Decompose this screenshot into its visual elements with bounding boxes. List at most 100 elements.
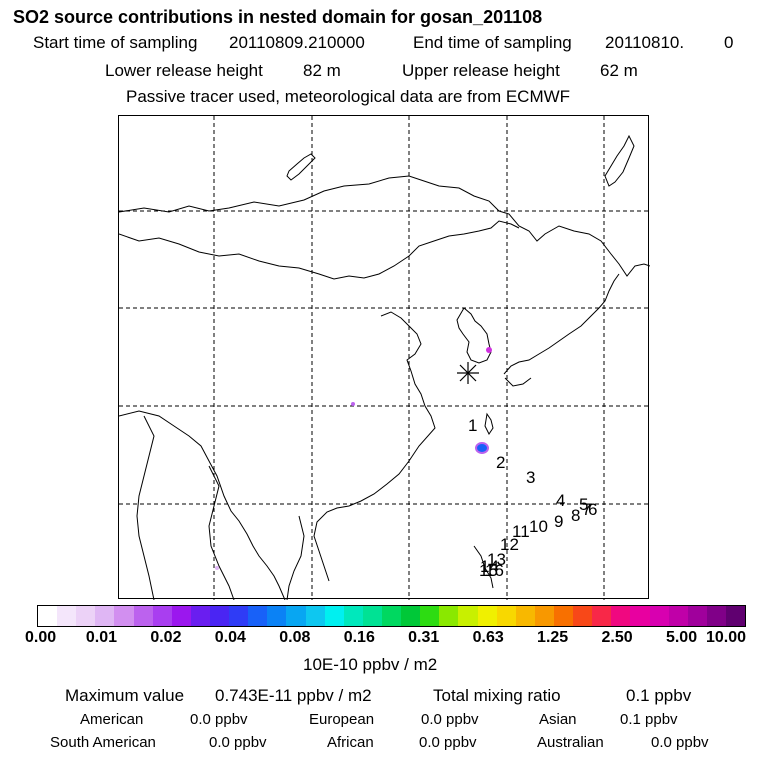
colorbar-swatch bbox=[573, 606, 593, 626]
max-value: 0.743E-11 ppbv / m2 bbox=[215, 686, 372, 705]
region-name: American bbox=[80, 711, 144, 728]
colorbar-swatch bbox=[95, 606, 115, 626]
colorbar-tick-label: 0.08 bbox=[279, 629, 311, 646]
colorbar-swatch bbox=[362, 606, 382, 626]
colorbar-tick-label: 2.50 bbox=[601, 629, 633, 646]
trajectory-label: 12 bbox=[500, 535, 519, 554]
colorbar-swatch bbox=[611, 606, 631, 626]
colorbar-swatch bbox=[152, 606, 172, 626]
trajectory-label: 6 bbox=[588, 500, 598, 519]
coastlines bbox=[119, 134, 650, 600]
colorbar-swatch bbox=[401, 606, 421, 626]
region-name: Australian bbox=[537, 734, 604, 751]
end-time-value: 20110810. bbox=[605, 33, 685, 52]
total-mixing-label: Total mixing ratio bbox=[433, 686, 561, 705]
colorbar-swatch bbox=[190, 606, 210, 626]
end-time-label: End time of sampling bbox=[413, 33, 572, 52]
total-mixing-value: 0.1 ppbv bbox=[626, 686, 692, 705]
colorbar-swatch bbox=[496, 606, 516, 626]
graticule bbox=[119, 116, 650, 600]
colorbar-swatch bbox=[381, 606, 402, 626]
colorbar-swatch bbox=[553, 606, 574, 626]
trajectory-label: 10 bbox=[529, 517, 548, 536]
page-title: SO2 source contributions in nested domai… bbox=[13, 7, 543, 27]
map-canvas bbox=[119, 116, 650, 600]
colorbar-swatch bbox=[420, 606, 440, 626]
colorbar-swatch bbox=[248, 606, 268, 626]
colorbar-swatch bbox=[114, 606, 134, 626]
tracer-note: Passive tracer used, meteorological data… bbox=[126, 87, 571, 106]
source-spot-sea bbox=[475, 442, 489, 454]
colorbar-unit: 10E-10 ppbv / m2 bbox=[303, 655, 438, 674]
region-value: 0.0 ppbv bbox=[419, 734, 477, 751]
colorbar-swatch bbox=[324, 606, 344, 626]
region-value: 0.1 ppbv bbox=[620, 711, 678, 728]
trajectory-label: 7 bbox=[582, 500, 592, 519]
colorbar-tick-label: 0.01 bbox=[85, 629, 118, 646]
trajectory-label: 9 bbox=[554, 512, 564, 531]
colorbar-swatch bbox=[343, 606, 363, 626]
colorbar-swatch bbox=[305, 606, 325, 626]
colorbar-tick-label: 10.00 bbox=[706, 629, 747, 646]
colorbar-swatch bbox=[630, 606, 650, 626]
source-spot-south bbox=[215, 566, 219, 570]
colorbar-swatch bbox=[592, 606, 612, 626]
upper-height-value: 62 m bbox=[600, 61, 638, 80]
colorbar-tick-label: 5.00 bbox=[665, 629, 698, 646]
colorbar-swatch bbox=[477, 606, 497, 626]
trajectory-label: 16 bbox=[485, 561, 504, 580]
upper-height-label: Upper release height bbox=[402, 61, 560, 80]
colorbar-swatch bbox=[209, 606, 230, 626]
colorbar-swatch bbox=[57, 606, 77, 626]
start-time-label: Start time of sampling bbox=[33, 33, 198, 52]
lower-height-label: Lower release height bbox=[105, 61, 263, 80]
colorbar-swatch bbox=[668, 606, 688, 626]
trajectory-label: 11 bbox=[512, 522, 530, 541]
colorbar-swatch bbox=[229, 606, 249, 626]
colorbar-swatch bbox=[725, 606, 746, 626]
colorbar-tick-label: 0.31 bbox=[408, 629, 440, 646]
region-name: Asian bbox=[539, 711, 577, 728]
lower-height-value: 82 m bbox=[303, 61, 341, 80]
colorbar-swatch bbox=[649, 606, 669, 626]
colorbar-swatch bbox=[38, 606, 58, 626]
colorbar-swatch bbox=[76, 606, 96, 626]
colorbar-swatch bbox=[133, 606, 153, 626]
colorbar-swatch bbox=[534, 606, 554, 626]
trajectory-label: 15 bbox=[479, 561, 498, 580]
trajectory-label: 2 bbox=[496, 453, 506, 472]
trajectory-label: 13 bbox=[487, 550, 506, 569]
colorbar-tick-label: 0.16 bbox=[343, 629, 375, 646]
colorbar-swatch bbox=[439, 606, 459, 626]
region-value: 0.0 ppbv bbox=[651, 734, 709, 751]
trajectory-label: 14 bbox=[480, 557, 499, 576]
map-panel: 1 2 3 4 5 6 7 8 9 10 11 12 13 14 15 16 bbox=[118, 115, 650, 600]
colorbar-swatch bbox=[706, 606, 726, 626]
trajectory-label: 3 bbox=[526, 468, 536, 487]
trajectory-label: 1 bbox=[468, 416, 478, 435]
colorbar-swatch bbox=[515, 606, 535, 626]
region-value: 0.0 ppbv bbox=[209, 734, 267, 751]
start-time-value: 20110809.210000 bbox=[229, 33, 365, 52]
colorbar-swatch bbox=[687, 606, 707, 626]
colorbar-swatch bbox=[267, 606, 287, 626]
region-value: 0.0 ppbv bbox=[421, 711, 479, 728]
colorbar-swatch bbox=[458, 606, 478, 626]
colorbar-swatch bbox=[286, 606, 306, 626]
colorbar bbox=[37, 605, 746, 627]
colorbar-tick-label: 1.25 bbox=[537, 629, 569, 646]
source-spot-inland bbox=[351, 402, 355, 406]
trajectory-label: 8 bbox=[571, 506, 581, 525]
region-name: African bbox=[327, 734, 374, 751]
colorbar-tick-label: 0.02 bbox=[150, 629, 182, 646]
colorbar-tick-label: 0.63 bbox=[472, 629, 504, 646]
trajectory-label: 4 bbox=[556, 491, 566, 510]
receptor-star-icon bbox=[457, 362, 479, 384]
colorbar-tick-label: 0.04 bbox=[214, 629, 246, 646]
region-name: European bbox=[309, 711, 375, 728]
trajectory-label: 5 bbox=[579, 495, 589, 514]
colorbar-swatch bbox=[171, 606, 191, 626]
max-value-label: Maximum value bbox=[65, 686, 185, 705]
source-spot-korea bbox=[486, 347, 492, 353]
region-name: South American bbox=[50, 734, 156, 751]
